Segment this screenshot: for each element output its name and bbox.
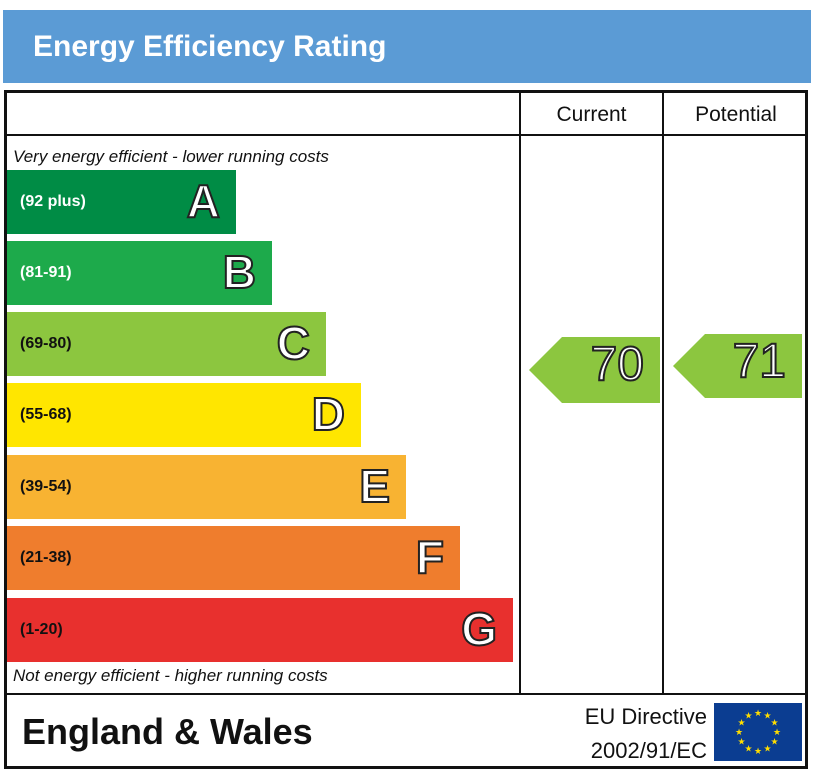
potential-rating-arrow xyxy=(673,334,802,398)
eu-star-icon: ★ xyxy=(744,744,752,754)
footer-divider xyxy=(4,693,808,695)
eu-star-icon: ★ xyxy=(744,711,752,721)
band-letter: B xyxy=(222,246,257,298)
eu-star-icon: ★ xyxy=(737,718,745,728)
potential-rating-value: 71 xyxy=(732,335,787,388)
band-b: (81-91) B xyxy=(7,241,272,305)
region-label: England & Wales xyxy=(22,711,313,752)
band-range-label: (69-80) xyxy=(20,335,72,352)
band-range-label: (92 plus) xyxy=(20,193,86,210)
band-letter: D xyxy=(311,388,346,440)
eu-star-icon: ★ xyxy=(735,727,743,737)
band-range-label: (1-20) xyxy=(20,621,63,638)
band-letter: C xyxy=(276,317,311,369)
eu-star-icon: ★ xyxy=(763,711,771,721)
potential-column-header: Potential xyxy=(695,103,777,126)
header-bar: Energy Efficiency Rating xyxy=(3,10,811,83)
band-e: (39-54) E xyxy=(7,455,406,519)
band-f: (21-38) F xyxy=(7,526,460,590)
eu-star-icon: ★ xyxy=(770,737,778,747)
band-letter: G xyxy=(460,603,498,655)
band-c: (69-80) C xyxy=(7,312,326,376)
band-range-label: (21-38) xyxy=(20,549,72,566)
eu-star-icon: ★ xyxy=(754,708,762,718)
eu-directive-number: 2002/91/EC xyxy=(590,738,707,763)
band-g: (1-20) G xyxy=(7,598,513,662)
band-range-label: (39-54) xyxy=(20,478,72,495)
band-letter: F xyxy=(415,531,445,583)
eu-directive-label: EU Directive xyxy=(584,704,707,729)
divider-potential xyxy=(662,90,664,695)
eu-star-icon: ★ xyxy=(754,746,762,756)
bottom-note: Not energy efficient - higher running co… xyxy=(13,666,328,685)
eu-star-icon: ★ xyxy=(770,718,778,728)
band-range-label: (55-68) xyxy=(20,406,72,423)
top-note: Very energy efficient - lower running co… xyxy=(13,147,329,166)
eu-star-icon: ★ xyxy=(737,737,745,747)
page-title: Energy Efficiency Rating xyxy=(33,30,387,63)
current-rating-value: 70 xyxy=(590,338,645,391)
eu-star-icon: ★ xyxy=(773,727,781,737)
current-column-header: Current xyxy=(556,103,627,126)
eu-star-icon: ★ xyxy=(763,744,771,754)
band-letter: E xyxy=(358,460,391,512)
current-rating-arrow xyxy=(529,337,660,403)
divider-current xyxy=(519,90,521,695)
header-row-divider xyxy=(4,134,808,136)
eu-flag-icon: ★★★★★★★★★ ★ ★★ xyxy=(714,703,802,761)
band-a: (92 plus) A xyxy=(7,170,236,234)
band-letter: A xyxy=(186,175,221,227)
band-d: (55-68) D xyxy=(7,383,361,447)
rating-frame xyxy=(4,90,808,769)
band-range-label: (81-91) xyxy=(20,264,72,281)
